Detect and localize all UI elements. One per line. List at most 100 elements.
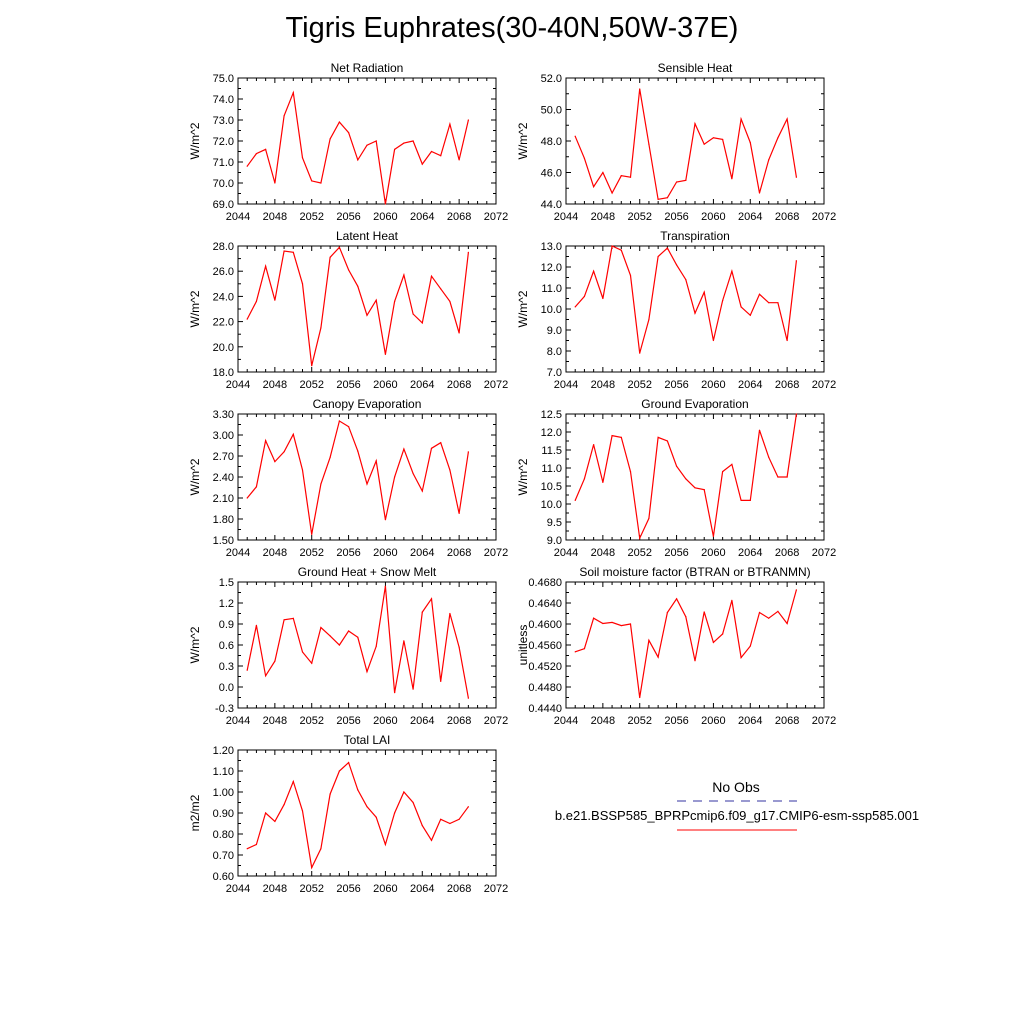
data-point <box>768 302 770 304</box>
y-tick-label: 0.80 <box>213 829 234 841</box>
y-tick-label: 2.10 <box>213 493 234 505</box>
data-point <box>467 697 469 699</box>
data-point <box>758 611 761 614</box>
data-point <box>366 806 368 808</box>
data-point <box>274 461 276 463</box>
data-point <box>602 171 604 174</box>
x-tick-label: 2072 <box>812 547 836 559</box>
data-point <box>347 762 350 764</box>
data-point <box>593 444 595 446</box>
data-point <box>795 260 797 262</box>
data-point <box>274 182 276 184</box>
data-point <box>639 88 641 90</box>
data-point <box>274 299 276 301</box>
data-point <box>311 365 313 367</box>
x-tick-label: 2060 <box>701 211 725 223</box>
x-tick-label: 2072 <box>484 211 508 223</box>
data-point <box>731 463 733 465</box>
y-tick-label: 52.0 <box>541 73 562 85</box>
panel-title: Total LAI <box>344 733 391 747</box>
data-point <box>467 251 469 253</box>
data-point <box>403 274 405 276</box>
data-point <box>338 121 340 123</box>
data-point <box>301 810 304 812</box>
y-tick-label: 10.0 <box>541 499 562 511</box>
y-tick-label: 12.0 <box>541 262 562 274</box>
data-point <box>574 306 576 308</box>
data-point <box>749 314 751 316</box>
data-point <box>274 820 276 823</box>
x-tick-label: 2060 <box>701 547 725 559</box>
y-tick-label: 11.0 <box>541 283 562 295</box>
data-point <box>777 137 779 139</box>
x-tick-label: 2052 <box>299 547 323 559</box>
x-tick-label: 2052 <box>299 379 323 391</box>
chart-panel: 2044 2048 2052 2056 2060 2064 2068 2072 0.4440 0.… <box>516 565 836 727</box>
data-point <box>375 140 377 142</box>
data-point <box>639 537 641 539</box>
data-point <box>768 456 770 458</box>
plot-frame <box>237 581 497 709</box>
y-axis-label: W/m^2 <box>188 122 202 159</box>
data-point <box>375 299 377 301</box>
data-point <box>648 318 650 321</box>
y-tick-label: 11.0 <box>541 463 562 475</box>
y-tick-label: 0.4440 <box>528 703 562 715</box>
data-point <box>731 270 733 272</box>
y-tick-label: 7.0 <box>547 367 562 379</box>
x-tick-label: 2072 <box>484 547 508 559</box>
data-point <box>412 801 414 804</box>
data-point <box>283 451 285 453</box>
data-point <box>712 535 715 538</box>
data-point <box>777 610 779 613</box>
data-point <box>366 483 368 485</box>
data-point <box>430 598 433 600</box>
data-point <box>712 641 715 643</box>
y-tick-label: 0.3 <box>219 661 234 673</box>
data-point <box>246 669 248 671</box>
data-point <box>255 300 258 303</box>
data-point <box>449 612 451 615</box>
data-point <box>329 456 331 458</box>
plot-frame <box>565 581 825 709</box>
data-point <box>777 476 779 478</box>
data-point <box>338 644 340 646</box>
data-point <box>666 611 668 614</box>
x-tick-label: 2064 <box>410 883 434 895</box>
y-tick-label: 8.0 <box>547 346 562 358</box>
x-tick-label: 2072 <box>484 379 508 391</box>
x-tick-label: 2068 <box>775 715 799 727</box>
x-tick-label: 2052 <box>627 211 651 223</box>
y-axis-label: W/m^2 <box>188 626 202 663</box>
y-tick-label: 50.0 <box>541 105 562 117</box>
x-tick-label: 2048 <box>263 883 287 895</box>
x-tick-label: 2064 <box>738 211 762 223</box>
data-point <box>366 314 368 316</box>
series-line <box>246 586 469 699</box>
x-tick-label: 2056 <box>664 547 688 559</box>
chart-panel: 2044 2048 2052 2056 2060 2064 2068 2072 69.0 70.0… <box>188 61 508 223</box>
data-point <box>421 825 423 827</box>
y-tick-label: 0.4680 <box>528 577 562 589</box>
data-point <box>758 293 761 295</box>
data-point <box>357 789 359 791</box>
data-point <box>347 426 350 428</box>
x-tick-label: 2056 <box>336 883 360 895</box>
data-point <box>301 469 304 471</box>
y-tick-label: 2.70 <box>213 451 234 463</box>
y-tick-label: 74.0 <box>213 94 234 106</box>
chart-panel: 2044 2048 2052 2056 2060 2064 2068 2072 0.60 0.70… <box>188 733 508 895</box>
x-tick-label: 2068 <box>775 379 799 391</box>
data-point <box>786 118 788 120</box>
x-tick-label: 2060 <box>373 211 397 223</box>
data-point <box>666 440 668 442</box>
data-point <box>639 352 641 354</box>
data-point <box>375 816 377 818</box>
data-point <box>255 486 258 488</box>
y-tick-label: 72.0 <box>213 136 234 148</box>
data-point <box>749 141 751 144</box>
data-point <box>394 300 396 303</box>
data-point <box>403 791 405 793</box>
data-point <box>740 306 742 308</box>
x-tick-label: 2072 <box>812 715 836 727</box>
